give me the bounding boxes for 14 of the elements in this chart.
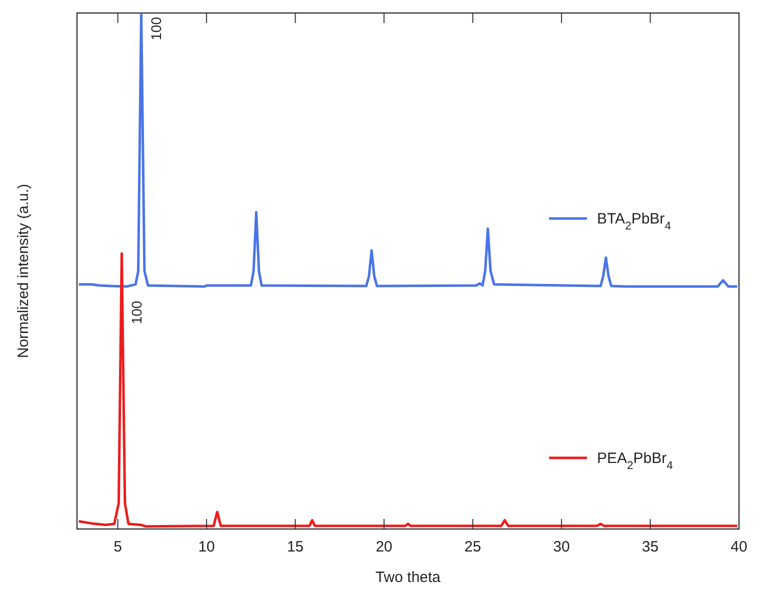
x-tick-label: 5 bbox=[114, 538, 122, 556]
x-tick-label: 40 bbox=[730, 538, 748, 556]
x-axis-title: Two theta bbox=[375, 569, 442, 586]
x-tick-label: 10 bbox=[198, 538, 215, 556]
legend-label: BTA$_{2}$PbBr$_{4}$ bbox=[597, 210, 671, 232]
x-tick-label: 25 bbox=[464, 538, 482, 556]
annotation: 100 bbox=[128, 300, 145, 324]
annotation: 100 bbox=[148, 16, 164, 40]
x-tick-label: 20 bbox=[376, 538, 392, 556]
x-tick-label: 35 bbox=[642, 538, 659, 556]
y-axis-title: Normalized intensity (a.u.) bbox=[15, 184, 32, 358]
legend-label: PEA$_{2}$PbBr$_{4}$ bbox=[597, 450, 673, 472]
x-tick-label: 15 bbox=[286, 538, 304, 556]
x-tick-label: 30 bbox=[553, 538, 570, 556]
